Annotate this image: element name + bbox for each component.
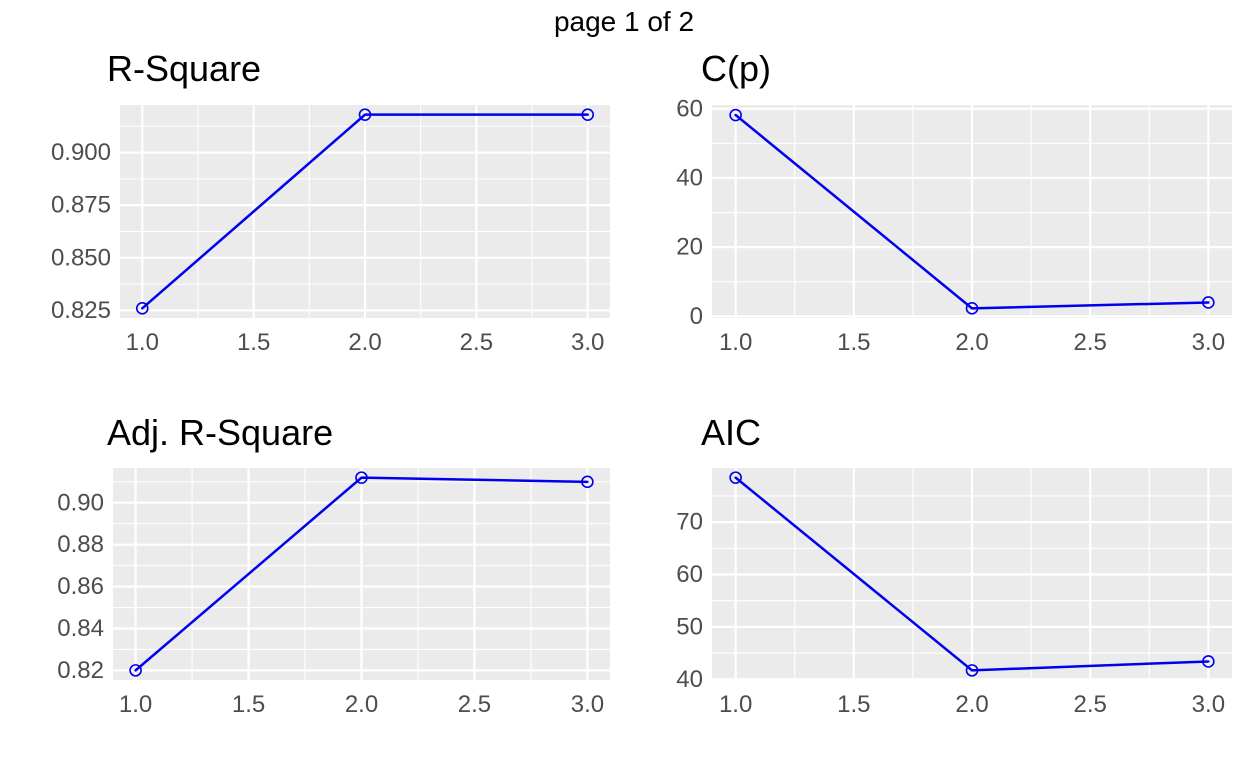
chart-adj-r-square-plot: Adj. R-Square 0.82 0.84 0.86 0.88 0.90 1.0 1.5… — [57, 412, 610, 718]
data-point-marker — [965, 302, 979, 315]
chart-cp: C(p) 0 20 40 60 1.0 1.5 2.0 2.5 3.0 — [624, 40, 1248, 370]
data-point-marker — [355, 471, 368, 484]
chart-r-square: R-Square 0.825 0.850 0.875 0.900 1.0 1.5 2.0 2.… — [0, 40, 624, 370]
data-point-marker — [1202, 296, 1215, 309]
data-point-marker — [729, 471, 742, 484]
y-tick-label: 50 — [676, 613, 703, 640]
y-tick-label: 60 — [676, 95, 703, 122]
series-line — [141, 113, 589, 310]
chart-adj-r-square: Adj. R-Square 0.82 0.84 0.86 0.88 0.90 1.0 1.5… — [0, 404, 624, 734]
x-tick-label: 1.0 — [719, 691, 752, 718]
x-tick-label: 2.5 — [1073, 329, 1106, 356]
x-tick-label: 2.5 — [460, 329, 493, 356]
y-tick-label: 20 — [676, 234, 703, 261]
data-point-marker — [581, 108, 595, 121]
data-point-marker — [581, 475, 594, 489]
x-tick-label: 2.0 — [955, 329, 988, 356]
y-tick-label: 0.86 — [57, 573, 104, 600]
data-point-marker — [965, 664, 979, 677]
x-tick-label: 2.0 — [955, 691, 988, 718]
x-tick-label: 1.0 — [719, 329, 752, 356]
data-point-marker — [129, 664, 142, 677]
series-line — [134, 476, 589, 672]
data-point-marker — [358, 108, 372, 121]
data-point-marker — [729, 108, 742, 122]
y-tick-label: 0.90 — [57, 489, 104, 516]
x-tick-label: 1.5 — [232, 691, 265, 718]
x-tick-label: 3.0 — [1192, 691, 1225, 718]
y-tick-label: 0.82 — [57, 657, 104, 684]
x-tick-label: 3.0 — [571, 691, 604, 718]
y-tick-label: 0.88 — [57, 531, 104, 558]
chart-title: C(p) — [701, 48, 771, 89]
chart-aic-plot: AIC 40 50 60 70 1.0 1.5 2.0 2.5 3.0 — [676, 412, 1232, 718]
page-title: page 1 of 2 — [553, 6, 695, 37]
chart-title: R-Square — [107, 48, 261, 89]
x-tick-label: 1.5 — [837, 691, 870, 718]
x-tick-label: 3.0 — [1192, 329, 1225, 356]
x-tick-label: 2.0 — [345, 691, 378, 718]
x-tick-label: 2.5 — [458, 691, 491, 718]
x-tick-label: 1.0 — [126, 329, 159, 356]
x-tick-label: 1.5 — [237, 329, 270, 356]
y-tick-label: 0.875 — [51, 192, 111, 219]
y-tick-label: 70 — [676, 509, 703, 536]
y-tick-label: 0.84 — [57, 615, 104, 642]
y-tick-label: 0.850 — [51, 244, 111, 271]
y-tick-label: 0 — [690, 303, 703, 330]
series-line — [734, 476, 1210, 672]
y-tick-label: 0.825 — [51, 297, 111, 324]
data-point-marker — [135, 302, 149, 315]
y-tick-label: 60 — [676, 561, 703, 588]
y-tick-label: 0.900 — [51, 139, 111, 166]
chart-cp-plot: C(p) 0 20 40 60 1.0 1.5 2.0 2.5 3.0 — [676, 48, 1232, 356]
chart-title: AIC — [701, 412, 761, 453]
x-tick-label: 2.5 — [1073, 691, 1106, 718]
data-point-marker — [1202, 655, 1215, 668]
chart-title: Adj. R-Square — [107, 412, 333, 453]
x-tick-label: 3.0 — [571, 329, 604, 356]
series-line — [734, 113, 1210, 310]
y-tick-label: 40 — [676, 666, 703, 693]
x-tick-label: 1.0 — [119, 691, 152, 718]
chart-aic: AIC 40 50 60 70 1.0 1.5 2.0 2.5 3.0 — [624, 404, 1248, 734]
y-tick-label: 40 — [676, 164, 703, 191]
x-tick-label: 1.5 — [837, 329, 870, 356]
x-tick-label: 2.0 — [348, 329, 381, 356]
chart-r-square-plot: R-Square 0.825 0.850 0.875 0.900 1.0 1.5 2.0 2.… — [51, 48, 610, 356]
